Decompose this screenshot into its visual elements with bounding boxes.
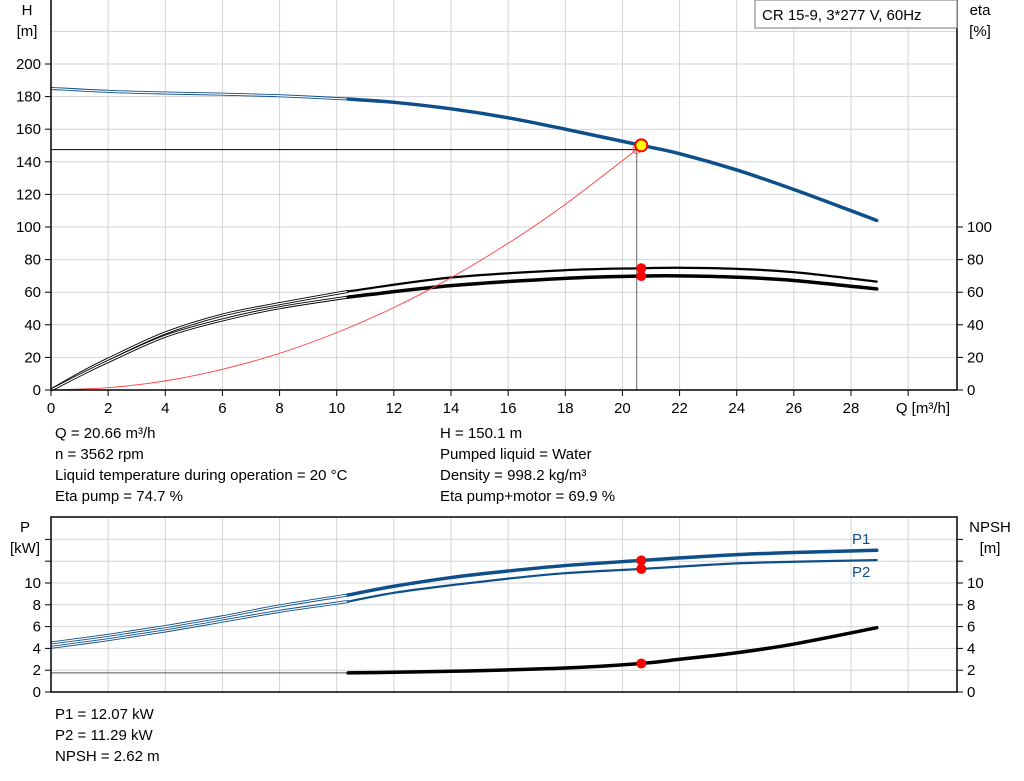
eta-pump-curve-extrapolated-inner bbox=[50, 290, 349, 391]
h-tick-label: 200 bbox=[16, 56, 41, 73]
readout-flow: Q = 20.66 m³/h bbox=[55, 425, 156, 442]
system-curve bbox=[50, 149, 637, 391]
eta-tick-label: 40 bbox=[967, 317, 984, 334]
eta-tick-label: 80 bbox=[967, 252, 984, 269]
x-tick-label: 14 bbox=[443, 400, 460, 417]
readout-eta-pump: Eta pump = 74.7 % bbox=[55, 488, 183, 505]
x-tick-label: 16 bbox=[500, 400, 517, 417]
head-curve bbox=[346, 97, 879, 223]
p2-marker bbox=[636, 563, 647, 574]
eta-pump-motor-curve bbox=[346, 274, 879, 299]
p2-series-label: P2 bbox=[852, 564, 870, 581]
readout-pumped-liquid: Pumped liquid = Water bbox=[440, 446, 592, 463]
readout-head: H = 150.1 m bbox=[440, 425, 523, 442]
npsh-tick-label: 6 bbox=[967, 619, 975, 636]
npsh-axis-unit: [m] bbox=[980, 540, 1001, 557]
x-tick-label: 10 bbox=[328, 400, 345, 417]
x-tick-label: 20 bbox=[614, 400, 631, 417]
p-tick-label: 6 bbox=[33, 619, 41, 636]
x-tick-label: 12 bbox=[386, 400, 403, 417]
eta-pump-motor-marker bbox=[636, 271, 647, 282]
h-tick-label: 120 bbox=[16, 186, 41, 203]
axes: 0 2 4 6 8 10 12 14 16 18 20 22 24 26 28020406080100120… bbox=[16, 0, 992, 701]
p2-curve-extrapolated-inner bbox=[50, 600, 349, 648]
readout-top-left: Q = 20.66 m³/h n = 3562 rpm Liquid tempe… bbox=[55, 423, 347, 507]
eta-tick-label: 0 bbox=[967, 382, 975, 399]
x-tick-label: 0 bbox=[47, 400, 55, 417]
eta-axis-label: eta bbox=[970, 2, 992, 19]
npsh-tick-label: 8 bbox=[967, 597, 975, 614]
duty-point-marker bbox=[634, 138, 649, 153]
p-tick-label: 2 bbox=[33, 662, 41, 679]
h-tick-label: 20 bbox=[24, 349, 41, 366]
readout-p1: P1 = 12.07 kW bbox=[55, 706, 154, 723]
readout-top-right: H = 150.1 m Pumped liquid = Water Densit… bbox=[440, 423, 615, 507]
top-curves bbox=[50, 86, 879, 392]
p1-marker bbox=[636, 555, 647, 566]
readout-liquid-temperature: Liquid temperature during operation = 20… bbox=[55, 467, 348, 484]
x-tick-label: 26 bbox=[786, 400, 803, 417]
npsh-marker bbox=[636, 658, 647, 669]
npsh-curve bbox=[346, 625, 879, 675]
x-tick-label: 4 bbox=[161, 400, 169, 417]
top-grid bbox=[51, 0, 957, 390]
bottom-grid bbox=[51, 517, 957, 692]
eta-tick-label: 20 bbox=[967, 349, 984, 366]
readout-p2: P2 = 11.29 kW bbox=[55, 727, 153, 744]
p-tick-label: 8 bbox=[33, 597, 41, 614]
q-axis-label: Q [m³/h] bbox=[896, 400, 950, 417]
eta-tick-label: 60 bbox=[967, 284, 984, 301]
head-curve-extrapolated-inner bbox=[50, 87, 349, 100]
p1-curve bbox=[346, 548, 879, 597]
p1-series-label: P1 bbox=[852, 531, 870, 548]
p1-curve-extrapolated-inner bbox=[50, 594, 349, 644]
readout-density: Density = 998.2 kg/m³ bbox=[440, 467, 587, 484]
p-axis-unit: [kW] bbox=[10, 540, 40, 557]
h-tick-label: 0 bbox=[33, 382, 41, 399]
npsh-tick-label: 4 bbox=[967, 640, 975, 657]
p-tick-label: 10 bbox=[24, 575, 41, 592]
readout-eta-pump-motor: Eta pump+motor = 69.9 % bbox=[440, 488, 616, 505]
h-tick-label: 40 bbox=[24, 317, 41, 334]
x-tick-label: 6 bbox=[218, 400, 226, 417]
h-tick-label: 160 bbox=[16, 121, 41, 138]
eta-pump-motor-curve-extrapolated-inner bbox=[50, 296, 349, 391]
eta-tick-label: 100 bbox=[967, 219, 992, 236]
h-axis-label: H bbox=[22, 2, 33, 19]
bottom-curves bbox=[50, 548, 879, 675]
readout-speed: n = 3562 rpm bbox=[55, 446, 144, 463]
p-tick-label: 4 bbox=[33, 640, 41, 657]
npsh-tick-label: 2 bbox=[967, 662, 975, 679]
readout-bottom: P1 = 12.07 kW P2 = 11.29 kW NPSH = 2.62 … bbox=[55, 704, 160, 767]
npsh-tick-label: 10 bbox=[967, 575, 984, 592]
npsh-tick-label: 0 bbox=[967, 684, 975, 701]
x-tick-label: 18 bbox=[557, 400, 574, 417]
eta-pump-marker bbox=[636, 263, 647, 274]
legend-title: CR 15-9, 3*277 V, 60Hz bbox=[762, 7, 922, 24]
h-axis-unit: [m] bbox=[17, 23, 38, 40]
x-tick-label: 8 bbox=[275, 400, 283, 417]
x-tick-label: 2 bbox=[104, 400, 112, 417]
eta-pump-curve-extrapolated bbox=[50, 289, 349, 392]
p-axis-label: P bbox=[20, 519, 30, 536]
h-tick-label: 60 bbox=[24, 284, 41, 301]
npsh-axis-label: NPSH bbox=[969, 519, 1011, 536]
p2-curve bbox=[347, 559, 878, 603]
x-tick-label: 22 bbox=[671, 400, 688, 417]
readout-npsh: NPSH = 2.62 m bbox=[55, 748, 160, 765]
x-tick-label: 24 bbox=[728, 400, 745, 417]
h-tick-label: 140 bbox=[16, 154, 41, 171]
h-tick-label: 100 bbox=[16, 219, 41, 236]
eta-axis-unit: [%] bbox=[969, 23, 991, 40]
eta-pump-motor-curve-extrapolated bbox=[50, 295, 349, 392]
legend-box bbox=[754, 0, 958, 29]
x-tick-label: 28 bbox=[843, 400, 860, 417]
h-tick-label: 80 bbox=[24, 252, 41, 269]
h-tick-label: 180 bbox=[16, 89, 41, 106]
p-tick-label: 0 bbox=[33, 684, 41, 701]
